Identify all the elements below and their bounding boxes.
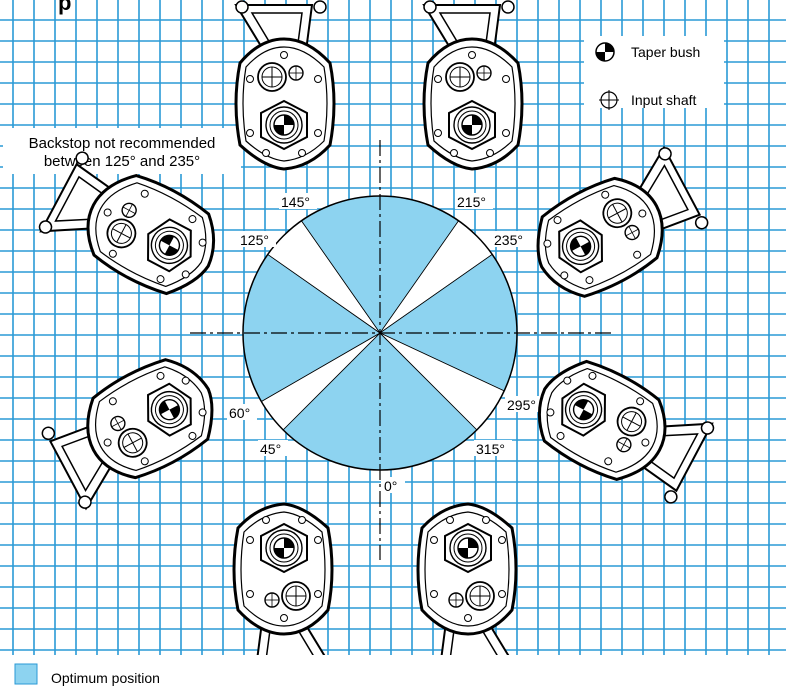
angle-label-315: 315° bbox=[476, 441, 505, 457]
reducer-drawing bbox=[422, 0, 524, 171]
legend-taper-bush-label: Taper bush bbox=[631, 44, 700, 60]
angle-label-215: 215° bbox=[457, 194, 486, 210]
angle-label-45: 45° bbox=[260, 441, 281, 457]
note-line-1: Backstop not recommended bbox=[29, 135, 216, 152]
angle-label-295: 295° bbox=[507, 397, 536, 413]
angle-label-145: 145° bbox=[281, 194, 310, 210]
reducer-drawing bbox=[519, 345, 718, 514]
reducer-drawing bbox=[234, 0, 336, 171]
note-line-2: between 125° and 235° bbox=[44, 153, 200, 170]
reducer-drawing bbox=[232, 502, 334, 674]
taper-bush-icon bbox=[595, 42, 615, 62]
note-background bbox=[3, 128, 241, 174]
bottom-legend-background bbox=[0, 655, 786, 687]
input-shaft-icon bbox=[599, 90, 619, 110]
angle-label-0: 0° bbox=[384, 478, 397, 494]
legend-input-shaft-label: Input shaft bbox=[631, 92, 696, 108]
angle-label-235: 235° bbox=[494, 232, 523, 248]
title-fragment: p bbox=[58, 0, 71, 15]
angle-label-60: 60° bbox=[229, 405, 250, 421]
optimum-position-label: Optimum position bbox=[51, 670, 160, 686]
angle-label-125: 125° bbox=[240, 232, 269, 248]
optimum-swatch bbox=[14, 663, 38, 685]
